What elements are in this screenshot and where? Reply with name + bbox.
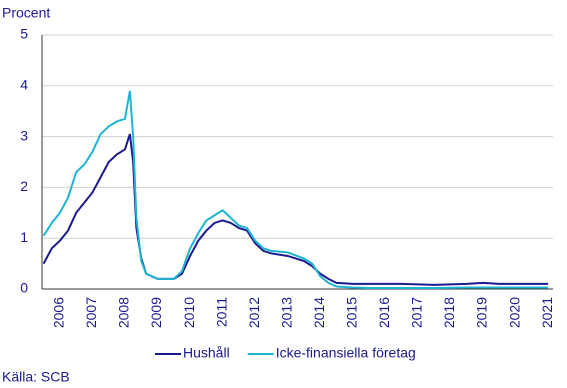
x-tick-label: 2019 [474, 297, 490, 328]
x-tick-label: 2017 [409, 297, 425, 328]
y-tick-label: 1 [20, 229, 28, 245]
x-tick-label: 2016 [376, 297, 392, 328]
x-tick-label: 2008 [116, 297, 132, 328]
x-tick-label: 2021 [539, 297, 555, 328]
x-tick-label: 2020 [506, 297, 522, 328]
source: Källa: SCB [2, 369, 70, 385]
x-tick-label: 2018 [441, 297, 457, 328]
y-axis-label: Procent [2, 5, 50, 21]
series-line [42, 133, 549, 286]
y-tick-label: 5 [20, 26, 28, 42]
y-tick-label: 2 [20, 178, 28, 194]
x-tick-label: 2010 [181, 297, 197, 328]
x-tick-label: 2006 [51, 297, 67, 328]
legend-label: Hushåll [183, 345, 230, 361]
x-tick-label: 2015 [344, 297, 360, 328]
y-tick-label: 4 [20, 77, 28, 93]
series-line [42, 90, 549, 289]
x-tick-label: 2012 [246, 297, 262, 328]
y-tick-label: 3 [20, 127, 28, 143]
x-tick-label: 2011 [213, 297, 229, 327]
x-tick-label: 2009 [148, 297, 164, 328]
x-tick-label: 2013 [278, 297, 294, 328]
x-tick-label: 2014 [311, 297, 327, 328]
x-tick-label: 2007 [83, 297, 99, 328]
legend-label: Icke-finansiella företag [276, 345, 416, 361]
y-tick-label: 0 [20, 280, 28, 296]
